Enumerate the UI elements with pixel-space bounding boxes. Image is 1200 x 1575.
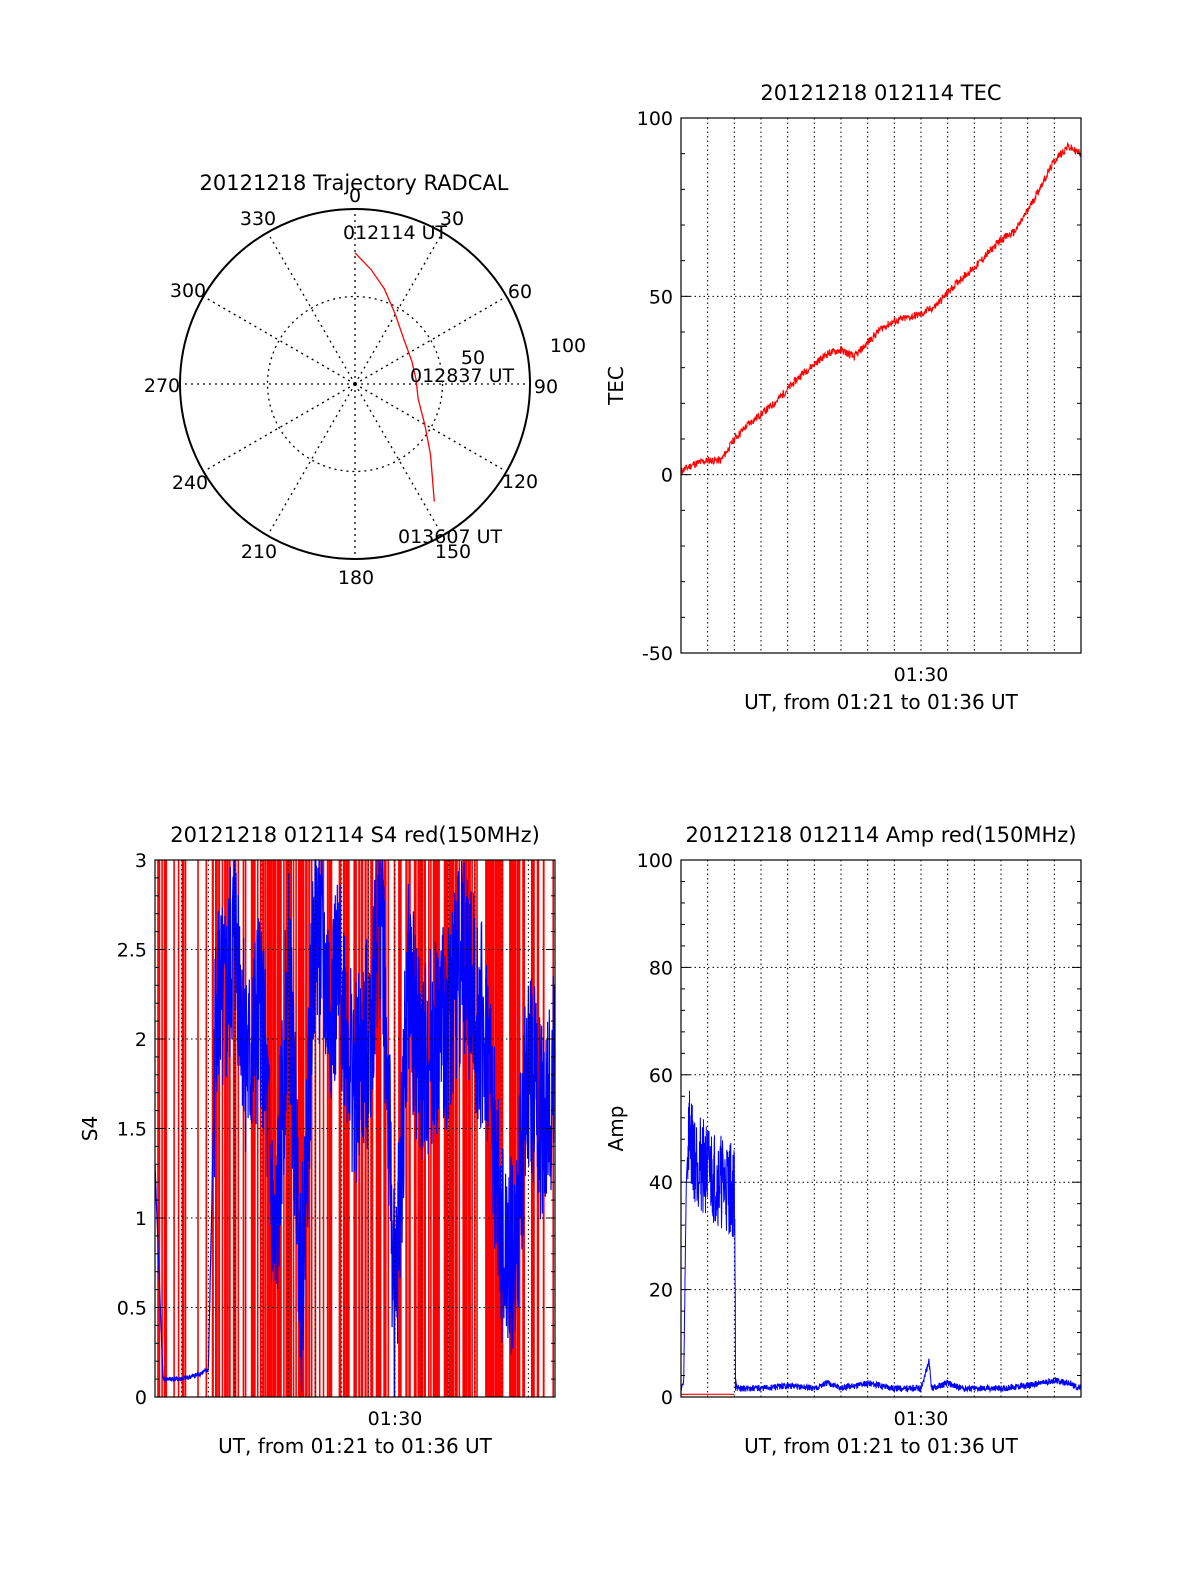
y-axis-label: S4 — [78, 1116, 102, 1141]
radial-label: 50 — [461, 347, 485, 369]
plot-frame — [680, 117, 1082, 654]
polar-spoke — [354, 232, 444, 385]
y-tick-label: 1 — [135, 1208, 147, 1230]
y-tick-label: 100 — [637, 108, 673, 130]
x-axis-label: UT, from 01:21 to 01:36 UT — [218, 1434, 493, 1458]
y-axis-label: TEC — [604, 366, 628, 406]
angle-label: 120 — [502, 471, 538, 493]
y-tick-label: 50 — [649, 286, 673, 308]
chart-title: 20121218 012114 TEC — [760, 81, 1001, 105]
angle-label: 180 — [338, 567, 374, 589]
track-end-label: 013607 UT — [398, 526, 502, 548]
y-tick-label: 1.5 — [117, 1119, 147, 1141]
amp-blue-line — [680, 1090, 1082, 1394]
y-tick-label: 2.5 — [117, 940, 147, 962]
polar-spoke — [354, 383, 444, 536]
y-tick-label: 60 — [649, 1065, 673, 1087]
y-tick-label: 0 — [661, 1387, 673, 1409]
angle-label: 240 — [172, 472, 208, 494]
chart-title: 20121218 Trajectory RADCAL — [200, 171, 509, 195]
plot-frame — [680, 859, 1082, 1398]
y-tick-label: 0.5 — [117, 1298, 147, 1320]
x-tick-label: 01:30 — [368, 1408, 423, 1430]
y-tick-label: 0 — [661, 465, 673, 487]
angle-label: 330 — [240, 208, 276, 230]
x-axis-label: UT, from 01:21 to 01:36 UT — [744, 690, 1019, 714]
y-tick-label: 3 — [135, 850, 147, 872]
radial-label: 100 — [550, 335, 586, 357]
tec-series-line — [680, 142, 1082, 476]
y-tick-label: -50 — [642, 643, 673, 665]
y-tick-label: 40 — [649, 1172, 673, 1194]
y-tick-label: 20 — [649, 1280, 673, 1302]
polar-spoke — [266, 232, 356, 385]
angle-label: 210 — [241, 541, 277, 563]
y-axis-label: Amp — [604, 1106, 628, 1152]
x-tick-label: 01:30 — [894, 1408, 949, 1430]
x-tick-label: 01:30 — [894, 664, 949, 686]
track-start-label: 012114 UT — [343, 222, 447, 244]
s4-blue-line — [154, 859, 556, 1398]
angle-label: 30 — [440, 208, 464, 230]
y-tick-label: 80 — [649, 957, 673, 979]
y-tick-label: 0 — [135, 1387, 147, 1409]
angle-label: 0 — [349, 185, 361, 207]
polar-spoke — [354, 295, 507, 385]
angle-label: 60 — [508, 281, 532, 303]
angle-label: 300 — [170, 280, 206, 302]
x-axis-label: UT, from 01:21 to 01:36 UT — [744, 1434, 1019, 1458]
angle-label: 270 — [144, 375, 180, 397]
polar-spoke — [354, 383, 507, 473]
track-mid-label: 012837 UT — [410, 365, 514, 387]
polar-spoke — [203, 295, 356, 385]
chart-title: 20121218 012114 Amp red(150MHz) — [685, 823, 1076, 847]
chart-title: 20121218 012114 S4 red(150MHz) — [170, 823, 540, 847]
trajectory-track — [354, 252, 435, 502]
angle-label: 150 — [435, 541, 471, 563]
polar-spoke — [266, 383, 356, 536]
y-tick-label: 2 — [135, 1029, 147, 1051]
polar-spoke — [203, 383, 356, 473]
polar-inner-circle — [266, 295, 444, 473]
angle-label: 90 — [534, 376, 558, 398]
y-tick-label: 100 — [637, 850, 673, 872]
